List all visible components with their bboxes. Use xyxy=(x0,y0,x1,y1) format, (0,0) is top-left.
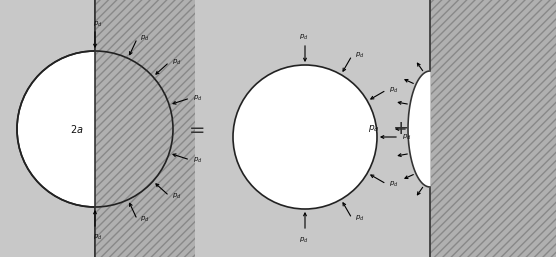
Text: $p_d$: $p_d$ xyxy=(140,34,150,43)
Bar xyxy=(95,0,195,257)
Bar xyxy=(95,0,195,257)
Bar xyxy=(430,0,556,257)
Text: $p_d$: $p_d$ xyxy=(368,124,380,134)
Text: $p_d$: $p_d$ xyxy=(299,235,309,245)
Text: $p_d$: $p_d$ xyxy=(299,32,309,42)
Text: $p_d$: $p_d$ xyxy=(140,215,150,224)
Text: $p_d$: $p_d$ xyxy=(193,155,203,164)
Bar xyxy=(95,0,195,257)
Circle shape xyxy=(233,65,377,209)
Bar xyxy=(430,0,556,257)
Text: $p_d$: $p_d$ xyxy=(93,232,102,242)
Text: $p_d$: $p_d$ xyxy=(355,51,365,60)
Text: $p_d$: $p_d$ xyxy=(389,179,399,189)
Text: $p_d$: $p_d$ xyxy=(193,94,203,103)
Bar xyxy=(95,0,195,257)
Circle shape xyxy=(17,51,173,207)
Text: $=$: $=$ xyxy=(185,120,205,138)
Text: $2a$: $2a$ xyxy=(70,123,84,135)
Text: $p_d$: $p_d$ xyxy=(172,191,182,200)
Polygon shape xyxy=(408,71,430,187)
Text: $p_d$: $p_d$ xyxy=(172,58,182,67)
Text: $+$: $+$ xyxy=(392,120,408,138)
Text: $p_d$: $p_d$ xyxy=(93,19,102,29)
Text: $p_d$: $p_d$ xyxy=(402,132,411,142)
Text: $p_d$: $p_d$ xyxy=(355,214,365,223)
Text: $p_d$: $p_d$ xyxy=(389,85,399,95)
